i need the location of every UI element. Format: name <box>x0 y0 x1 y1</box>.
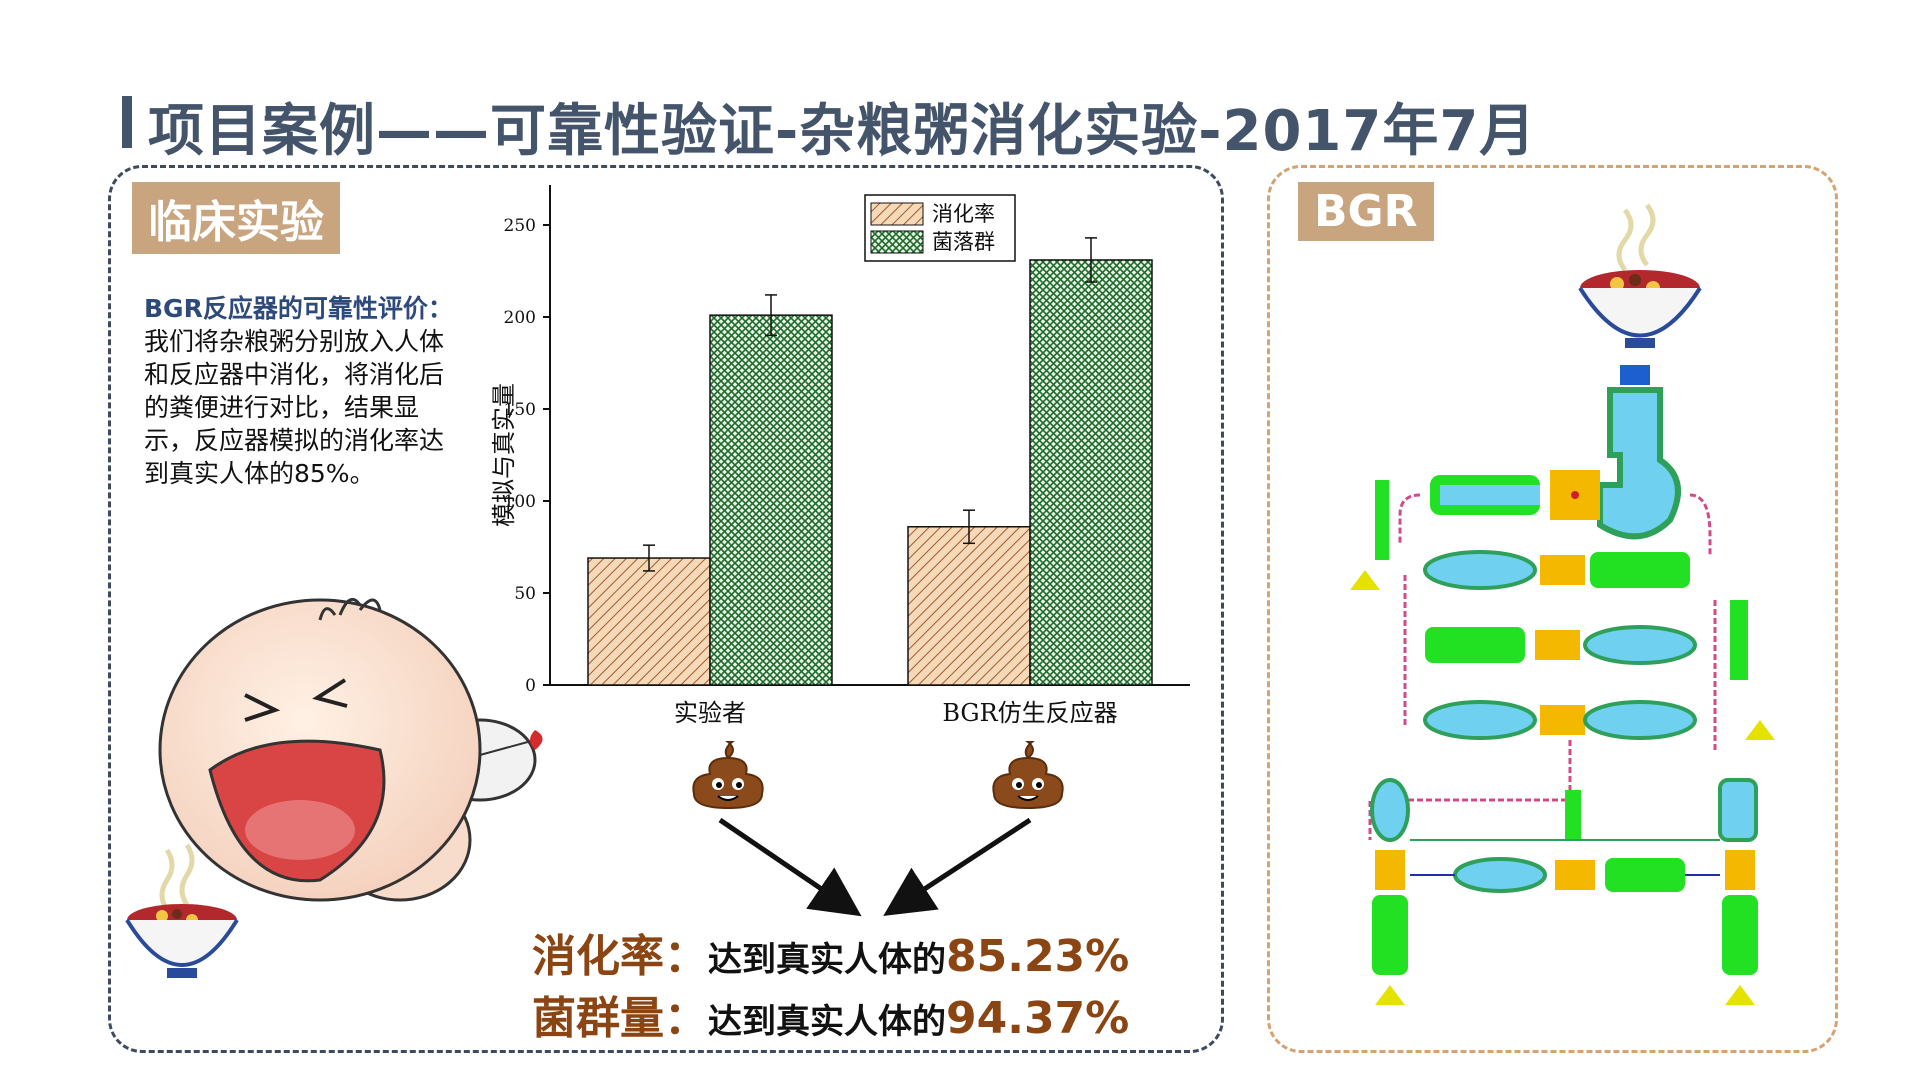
result-text: 达到真实人体的 <box>708 940 946 980</box>
bgr-reactor-schematic <box>1350 365 1775 1005</box>
porridge-bowl-illustration <box>125 843 239 978</box>
legend-swatch <box>870 230 924 254</box>
bgr-panel <box>1267 165 1838 1053</box>
digestion-rate-result: 消化率：达到真实人体的85.23% <box>532 920 1129 984</box>
stool-icon-human <box>688 738 768 814</box>
clinical-tag: 临床实验 <box>132 182 340 254</box>
bar-1-1 <box>1029 259 1153 686</box>
crying-baby-illustration <box>158 597 543 902</box>
y-tick-label: 0 <box>525 676 536 696</box>
legend-swatch <box>870 202 924 226</box>
x-category-label: BGR仿生反应器 <box>942 699 1117 727</box>
bar-0-0 <box>587 557 711 686</box>
bar-1-0 <box>709 314 833 686</box>
y-tick-label: 250 <box>504 216 536 236</box>
description-body: 我们将杂粮粥分别放入人体和反应器中消化，将消化后的粪便进行对比，结果显示，反应器… <box>144 327 445 488</box>
x-category-label: 实验者 <box>674 699 746 727</box>
comparison-arrows <box>718 817 1032 917</box>
bgr-bowl-illustration <box>1578 203 1702 348</box>
legend-label: 菌落群 <box>932 230 995 254</box>
result-value: 94.37% <box>946 993 1130 1044</box>
y-axis-label: 模拟与真实量 <box>490 383 518 527</box>
result-label: 消化率： <box>532 931 708 982</box>
flora-amount-result: 菌群量：达到真实人体的94.37% <box>532 982 1129 1046</box>
result-text: 达到真实人体的 <box>708 1002 946 1042</box>
result-value: 85.23% <box>946 931 1130 982</box>
description-title: BGR反应器的可靠性评价： <box>144 294 453 323</box>
bar-0-1 <box>907 526 1031 686</box>
stool-icon-reactor <box>988 738 1068 814</box>
page-title: 项目案例——可靠性验证-杂粮粥消化实验-2017年7月 <box>148 99 1537 164</box>
y-tick-label: 100 <box>504 492 536 512</box>
legend-label: 消化率 <box>932 202 995 226</box>
experiment-description: BGR反应器的可靠性评价： 我们将杂粮粥分别放入人体和反应器中消化，将消化后的粪… <box>144 292 464 490</box>
y-tick-label: 150 <box>504 400 536 420</box>
title-accent-bar <box>122 96 132 148</box>
clinical-panel <box>108 165 1224 1053</box>
result-label: 菌群量： <box>532 993 708 1044</box>
y-tick-label: 200 <box>504 308 536 328</box>
y-tick-label: 50 <box>514 584 536 604</box>
bgr-tag: BGR <box>1298 182 1434 241</box>
